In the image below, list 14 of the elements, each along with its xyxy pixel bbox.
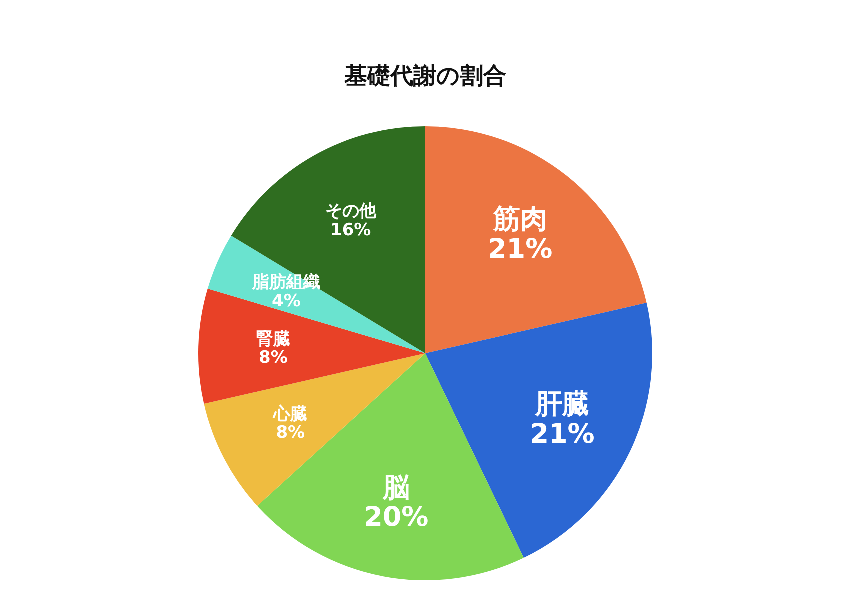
data-label: 21% xyxy=(530,418,595,450)
data-label: 8% xyxy=(276,423,306,444)
slice-label: 腎臓 xyxy=(256,329,290,350)
data-label: 8% xyxy=(259,348,288,368)
slice-label: 脳 xyxy=(382,472,410,504)
data-label: 21% xyxy=(488,234,553,265)
slice-label: 心臓 xyxy=(272,404,308,424)
slice-label: その他 xyxy=(325,202,378,222)
slice-label: 肝臓 xyxy=(534,389,590,420)
data-label: 4% xyxy=(272,291,301,312)
slice-label: 筋肉 xyxy=(492,204,548,236)
data-label: 20% xyxy=(364,502,429,534)
chart-title: 基礎代謝の割合 xyxy=(344,64,506,90)
data-label: 16% xyxy=(330,220,372,240)
